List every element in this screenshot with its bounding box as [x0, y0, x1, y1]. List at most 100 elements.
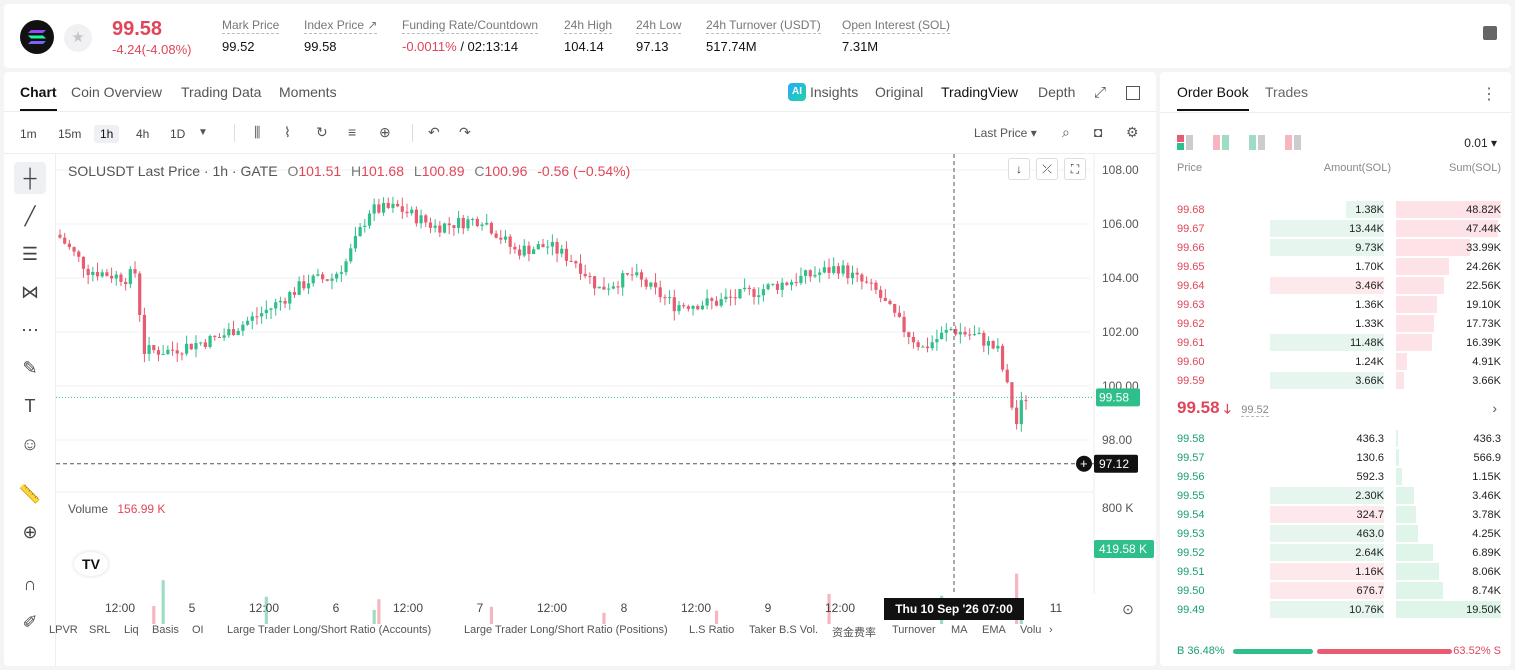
favorite-star-icon[interactable]: ★ — [64, 24, 92, 52]
ask-row[interactable]: 99.59 3.66K 3.66K — [1160, 371, 1511, 390]
pattern-tool-icon[interactable]: ⋈ — [21, 282, 39, 302]
view-original[interactable]: Original — [875, 84, 924, 100]
layout-split-icon[interactable] — [1213, 135, 1229, 150]
scroll-right-icon[interactable]: › — [1049, 624, 1053, 636]
brush-tool-icon[interactable]: ✎ — [22, 358, 38, 378]
timeframe-15m[interactable]: 15m — [58, 127, 82, 141]
candlestick-chart[interactable]: 108.00106.00104.00102.00100.0098.0099.58… — [56, 154, 1156, 624]
bid-row[interactable]: 99.49 10.76K 19.50K — [1160, 600, 1511, 619]
redo-icon[interactable]: ↷ — [459, 124, 471, 140]
candle-body — [231, 329, 236, 336]
window-icon[interactable] — [1126, 86, 1140, 100]
ruler-tool-icon[interactable]: 📏 — [18, 484, 42, 504]
timeframe-dropdown-icon[interactable]: ▼ — [198, 127, 208, 138]
fib-tool-icon[interactable]: ⋯ — [21, 320, 39, 340]
insights-button[interactable]: Insights — [810, 84, 859, 100]
ask-row[interactable]: 99.60 1.24K 4.91K — [1160, 352, 1511, 371]
indicator-taker-bs-vol[interactable]: Taker B.S Vol. — [749, 624, 819, 636]
crosshair-tool-icon[interactable]: ┼ — [14, 162, 46, 194]
tab-moments[interactable]: Moments — [279, 84, 337, 100]
candle-body — [930, 342, 934, 349]
zoom-in-tool-icon[interactable]: ⊕ — [22, 522, 38, 542]
stat-index-price[interactable]: Index Price ↗ 99.58 — [304, 18, 378, 54]
indicator-volume[interactable]: Volu — [1020, 624, 1042, 636]
indicator-oi[interactable]: OI — [192, 624, 204, 636]
legend-close-label: C — [474, 163, 485, 179]
candle-type-icon[interactable]: ⫼ — [254, 124, 261, 140]
ask-row[interactable]: 99.65 1.70K 24.26K — [1160, 257, 1511, 276]
timeframe-1m[interactable]: 1m — [20, 127, 37, 141]
precision-select[interactable]: 0.01 ▾ — [1464, 136, 1497, 150]
scroll-down-icon[interactable]: ↓ — [1008, 158, 1030, 180]
trend-line-tool-icon[interactable]: ╱ — [24, 206, 36, 226]
add-alert-icon[interactable]: ⊕ — [379, 124, 391, 140]
indicator-lpvr[interactable]: LPVR — [49, 624, 78, 636]
tab-order-book[interactable]: Order Book — [1177, 84, 1249, 111]
eraser-tool-icon[interactable]: ✐ — [22, 612, 38, 632]
indicator-srl[interactable]: SRL — [89, 624, 111, 636]
compare-icon[interactable]: ↻ — [316, 124, 328, 140]
timeframe-4h[interactable]: 4h — [136, 127, 150, 141]
ask-row[interactable]: 99.64 3.46K 22.56K — [1160, 276, 1511, 295]
stat-open-interest[interactable]: Open Interest (SOL) 7.31M — [842, 18, 951, 54]
ask-row[interactable]: 99.61 11.48K 16.39K — [1160, 333, 1511, 352]
candle-body — [644, 279, 648, 287]
timeframe-1d[interactable]: 1D — [170, 127, 186, 141]
expand-icon[interactable]: ⤢ — [1094, 84, 1107, 101]
indicator-liq[interactable]: Liq — [124, 624, 139, 636]
text-tool-icon[interactable]: T — [24, 396, 36, 416]
horizontal-lines-tool-icon[interactable]: ☰ — [21, 244, 39, 264]
stat-mark-price[interactable]: Mark Price 99.52 — [222, 18, 280, 54]
indicator-ma[interactable]: MA — [951, 624, 968, 636]
view-tradingview[interactable]: TradingView — [941, 84, 1019, 100]
bid-row[interactable]: 99.54 324.7 3.78K — [1160, 505, 1511, 524]
tradingview-logo[interactable]: TV — [74, 552, 108, 576]
ask-row[interactable]: 99.66 9.73K 33.99K — [1160, 238, 1511, 257]
indicator-funding-rate[interactable]: 资金费率 — [832, 627, 876, 639]
document-icon[interactable] — [1483, 26, 1497, 40]
bid-row[interactable]: 99.52 2.64K 6.89K — [1160, 543, 1511, 562]
orderbook-mark-price[interactable]: 99.52 — [1241, 404, 1269, 417]
indicator-ema[interactable]: EMA — [982, 624, 1006, 636]
bid-row[interactable]: 99.50 676.7 8.74K — [1160, 581, 1511, 600]
more-options-icon[interactable]: ⋮ — [1481, 86, 1497, 103]
bid-row[interactable]: 99.53 463.0 4.25K — [1160, 524, 1511, 543]
bid-row[interactable]: 99.55 2.30K 3.46K — [1160, 486, 1511, 505]
indicator-ltlsr-accounts[interactable]: Large Trader Long/Short Ratio (Accounts) — [227, 624, 432, 636]
tab-trading-data[interactable]: Trading Data — [181, 84, 262, 100]
layout-asks-icon[interactable] — [1285, 135, 1301, 150]
indicator-basis[interactable]: Basis — [152, 624, 179, 636]
collapse-icon[interactable]: ⤫ — [1036, 158, 1058, 180]
magnet-tool-icon[interactable]: ∩ — [23, 574, 37, 594]
timeframe-1h[interactable]: 1h — [94, 125, 120, 143]
camera-icon[interactable]: ◘ — [1094, 124, 1103, 140]
view-depth[interactable]: Depth — [1038, 84, 1076, 100]
bid-row[interactable]: 99.57 130.6 566.9 — [1160, 448, 1511, 467]
settings-gear-icon[interactable]: ⚙ — [1126, 124, 1139, 140]
maximize-icon[interactable]: ⛶ — [1064, 158, 1086, 180]
layout-both-icon[interactable] — [1177, 135, 1193, 150]
price-type-select[interactable]: Last Price ▾ — [974, 126, 1037, 140]
templates-icon[interactable]: ≡ — [348, 124, 357, 140]
bid-row[interactable]: 99.58 436.3 436.3 — [1160, 429, 1511, 448]
indicator-turnover[interactable]: Turnover — [892, 624, 936, 636]
indicator-ltlsr-positions[interactable]: Large Trader Long/Short Ratio (Positions… — [464, 624, 668, 636]
tab-chart[interactable]: Chart — [20, 84, 57, 111]
ask-row[interactable]: 99.63 1.36K 19.10K — [1160, 295, 1511, 314]
chevron-right-icon[interactable]: › — [1492, 400, 1497, 416]
ask-row[interactable]: 99.67 13.44K 47.44K — [1160, 219, 1511, 238]
indicator-ls-ratio[interactable]: L.S Ratio — [689, 624, 735, 636]
layout-bids-icon[interactable] — [1249, 135, 1265, 150]
emoji-tool-icon[interactable]: ☺ — [20, 434, 40, 454]
tab-coin-overview[interactable]: Coin Overview — [71, 84, 163, 100]
search-icon[interactable]: ⌕ — [1062, 124, 1070, 140]
ask-row[interactable]: 99.68 1.38K 48.82K — [1160, 200, 1511, 219]
bid-row[interactable]: 99.51 1.16K 8.06K — [1160, 562, 1511, 581]
ask-row[interactable]: 99.62 1.33K 17.73K — [1160, 314, 1511, 333]
stat-funding-rate[interactable]: Funding Rate/Countdown -0.0011% / 02:13:1… — [402, 18, 539, 54]
candle-body — [513, 246, 517, 250]
undo-icon[interactable]: ↶ — [428, 124, 440, 140]
bid-row[interactable]: 99.56 592.3 1.15K — [1160, 467, 1511, 486]
indicators-icon[interactable]: ⌇ — [284, 124, 291, 140]
tab-trades[interactable]: Trades — [1265, 84, 1309, 100]
